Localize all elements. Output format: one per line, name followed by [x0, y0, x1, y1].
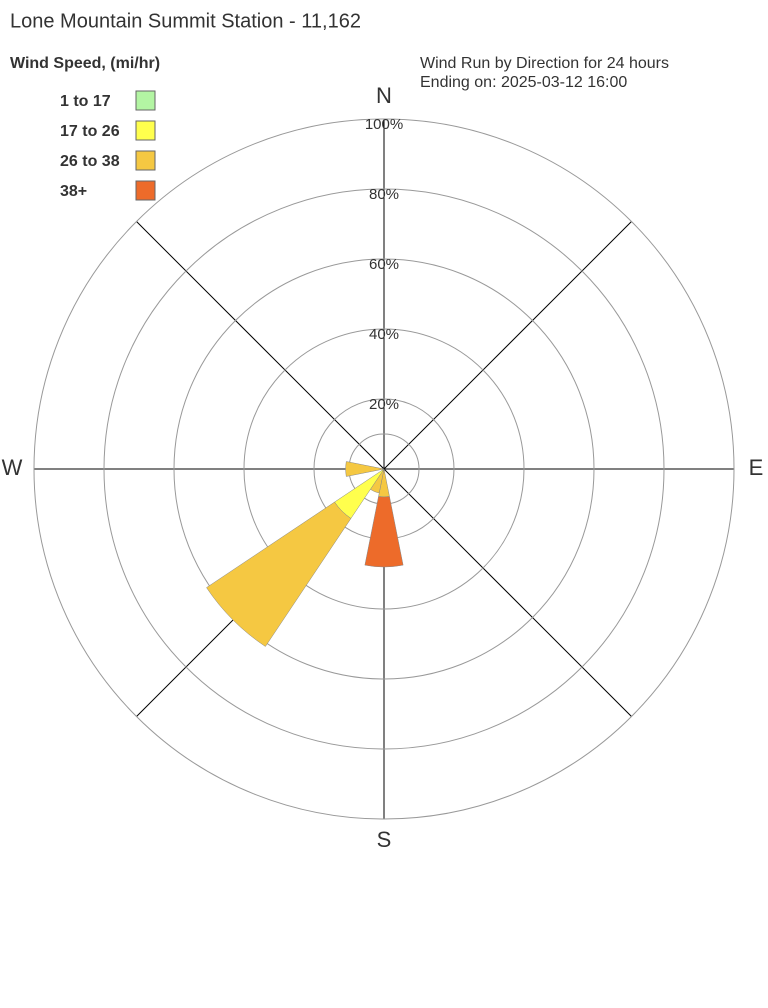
- spoke: [136, 221, 385, 470]
- wedge: [206, 501, 352, 647]
- legend-swatch: [135, 150, 156, 171]
- annotation: Wind Run by Direction for 24 hours: [420, 55, 669, 72]
- spoke: [383, 468, 632, 717]
- compass-label: E: [749, 455, 764, 480]
- wedge: [364, 496, 404, 568]
- legend-label: 26 to 38: [60, 153, 120, 170]
- legend-swatch: [135, 120, 156, 141]
- compass-label: S: [377, 827, 392, 852]
- compass-label: N: [376, 83, 392, 108]
- chart-title: Lone Mountain Summit Station - 11,162: [10, 10, 361, 32]
- legend-label: 1 to 17: [60, 93, 111, 110]
- grid-ring: [103, 188, 665, 750]
- r-tick-label: 60%: [369, 256, 399, 273]
- grid-ring: [243, 328, 525, 610]
- grid-ring: [33, 118, 735, 820]
- grid-ring: [173, 258, 595, 680]
- r-tick-label: 80%: [369, 186, 399, 203]
- legend-swatch: [135, 180, 156, 201]
- spoke: [383, 221, 632, 470]
- compass-label: W: [2, 455, 23, 480]
- legend-label: 17 to 26: [60, 123, 120, 140]
- r-tick-label: 100%: [365, 116, 403, 133]
- wedge: [345, 461, 385, 477]
- legend-swatch: [135, 90, 156, 111]
- annotation: Ending on: 2025-03-12 16:00: [420, 74, 627, 91]
- legend-label: 38+: [60, 183, 87, 200]
- r-tick-label: 20%: [369, 396, 399, 413]
- r-tick-label: 40%: [369, 326, 399, 343]
- legend-title: Wind Speed, (mi/hr): [10, 55, 160, 72]
